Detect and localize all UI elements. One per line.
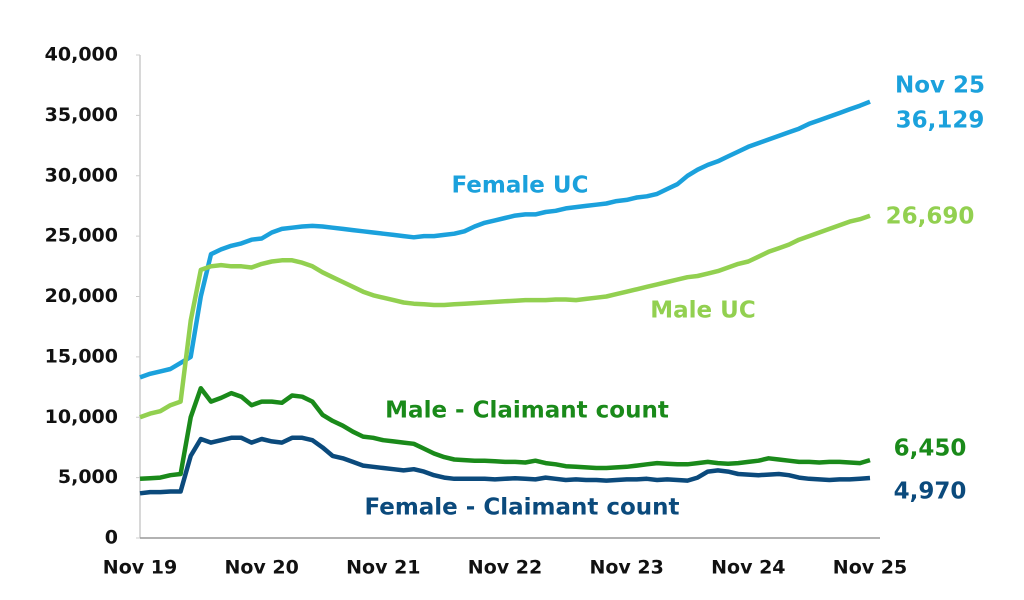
value-label: 6,450 [894,436,967,462]
value-label: 36,129 [896,108,985,134]
y-tick-label: 30,000 [45,164,118,186]
y-tick-label: 15,000 [45,345,118,367]
series-label: Male UC [650,298,755,324]
x-tick-label: Nov 22 [468,557,542,579]
y-tick-label: 25,000 [45,225,118,247]
y-tick-label: 40,000 [45,44,118,66]
x-tick-label: Nov 25 [833,557,907,579]
x-tick-label: Nov 24 [711,557,785,579]
series-line [139,99,871,380]
series-line [139,213,871,420]
x-tick-label: Nov 19 [103,557,177,579]
x-tick-label: Nov 20 [224,557,298,579]
series-line [139,435,871,496]
y-tick-label: 35,000 [45,104,118,126]
y-tick-label: 10,000 [45,406,118,428]
series-label: Female UC [452,173,589,199]
y-tick-label: 5,000 [58,466,118,488]
value-label: 26,690 [886,204,975,230]
x-tick-label: Nov 23 [589,557,663,579]
y-tick-label: 0 [105,527,118,549]
annotation: Nov 25 [895,73,985,99]
value-label: 4,970 [894,479,967,505]
series-label: Female - Claimant count [364,495,679,521]
x-tick-label: Nov 21 [346,557,420,579]
series-label: Male - Claimant count [385,398,669,424]
y-tick-label: 20,000 [45,285,118,307]
series-line [139,386,871,482]
